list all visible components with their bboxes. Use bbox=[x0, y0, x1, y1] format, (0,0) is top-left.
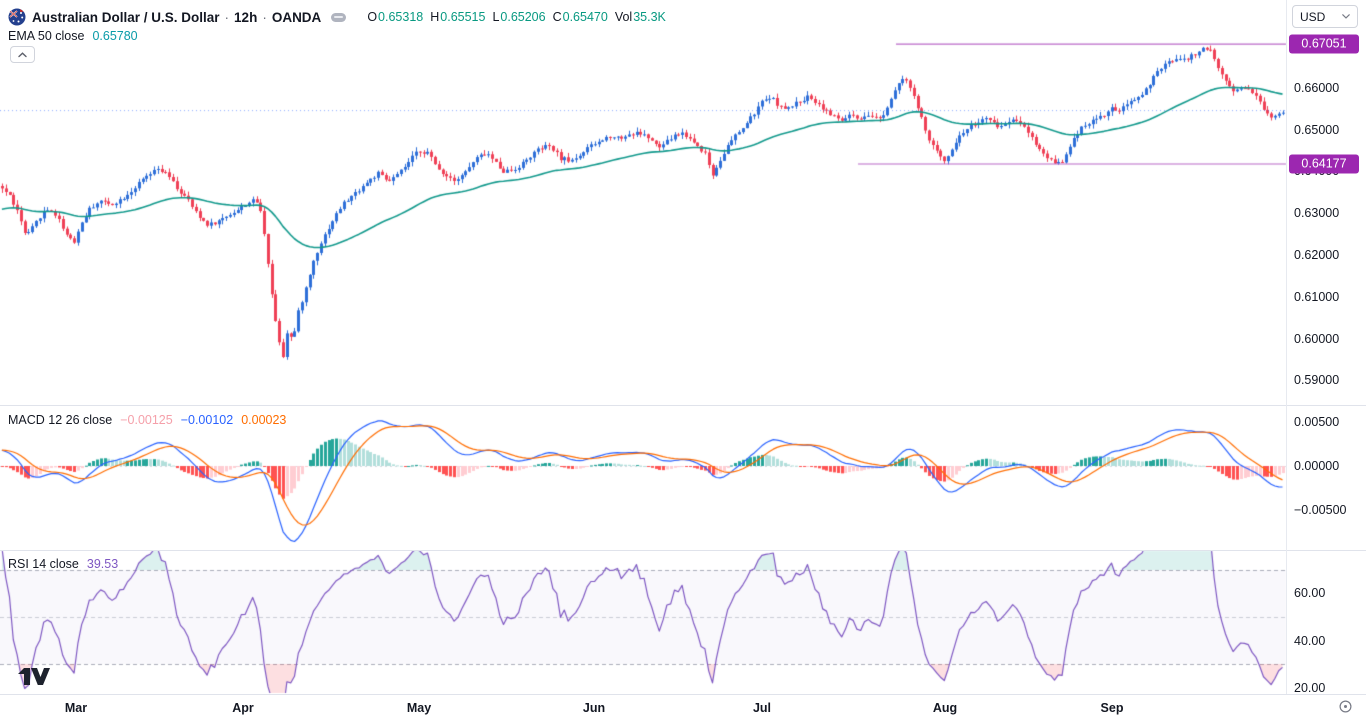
volume-value: 35.3K bbox=[633, 10, 666, 24]
legend-more-icon[interactable] bbox=[331, 12, 347, 22]
price-axis-label: 0.59000 bbox=[1294, 373, 1340, 387]
high-label: H bbox=[430, 10, 440, 24]
macd-legend: MACD 12 26 close −0.00125 −0.00102 0.000… bbox=[8, 412, 286, 428]
macd-axis-label: −0.00500 bbox=[1294, 503, 1347, 517]
price-axis-label: 0.61000 bbox=[1294, 290, 1340, 304]
macd-line-value: −0.00102 bbox=[180, 413, 234, 427]
ema-legend-title[interactable]: EMA 50 close bbox=[8, 29, 85, 43]
price-axis-label: 0.63000 bbox=[1294, 206, 1340, 220]
currency-dropdown[interactable]: USD bbox=[1292, 5, 1358, 28]
ema-legend-value: 0.65780 bbox=[92, 29, 138, 43]
symbol-flag-icon bbox=[8, 8, 26, 26]
interval-label[interactable]: 12h bbox=[234, 9, 258, 25]
volume-label: Vol bbox=[614, 10, 633, 24]
price-level-badge: 0.64177 bbox=[1289, 154, 1359, 174]
scale-reset-icon[interactable] bbox=[1338, 699, 1353, 714]
open-value: 0.65318 bbox=[378, 10, 424, 24]
chevron-down-icon bbox=[1342, 14, 1350, 19]
macd-axis-label: 0.00500 bbox=[1294, 415, 1340, 429]
price-axis-separator bbox=[1286, 0, 1287, 694]
time-axis-label: Jun bbox=[582, 701, 606, 715]
time-axis-label: Apr bbox=[232, 701, 254, 715]
macd-hist-value: −0.00125 bbox=[120, 413, 173, 427]
symbol-legend: Australian Dollar / U.S. Dollar · 12h · … bbox=[8, 8, 666, 26]
chevron-up-icon bbox=[18, 51, 27, 57]
open-label: O bbox=[367, 10, 378, 24]
rsi-legend-title[interactable]: RSI 14 close bbox=[8, 557, 79, 571]
macd-axis-label: 0.00000 bbox=[1294, 459, 1340, 473]
symbol-title[interactable]: Australian Dollar / U.S. Dollar bbox=[32, 9, 220, 25]
rsi-legend-value: 39.53 bbox=[86, 557, 119, 571]
ohlc-values: O 0.65318 H 0.65515 L 0.65206 C 0.65470 Vol 3… bbox=[360, 10, 666, 24]
time-axis-label: Aug bbox=[932, 701, 958, 715]
currency-dropdown-value: USD bbox=[1300, 9, 1326, 24]
ema-legend: EMA 50 close 0.65780 bbox=[8, 28, 138, 44]
time-axis-label: Sep bbox=[1100, 701, 1124, 715]
low-label: L bbox=[492, 10, 500, 24]
macd-signal-value: 0.00023 bbox=[241, 413, 287, 427]
price-axis-label: 0.62000 bbox=[1294, 248, 1340, 262]
close-value: 0.65470 bbox=[562, 10, 608, 24]
macd-legend-title[interactable]: MACD 12 26 close bbox=[8, 413, 113, 427]
pane-separator-macd-rsi[interactable] bbox=[0, 550, 1366, 551]
close-label: C bbox=[552, 10, 562, 24]
rsi-axis-label: 20.00 bbox=[1294, 681, 1326, 695]
rsi-axis-label: 60.00 bbox=[1294, 586, 1326, 600]
time-axis[interactable] bbox=[0, 694, 1366, 722]
price-axis-label: 0.65000 bbox=[1294, 123, 1340, 137]
title-separator: · bbox=[224, 9, 230, 25]
time-axis-label: Mar bbox=[64, 701, 88, 715]
rsi-legend: RSI 14 close 39.53 bbox=[8, 556, 118, 572]
rsi-axis-label: 40.00 bbox=[1294, 634, 1326, 648]
title-separator: · bbox=[262, 9, 267, 25]
collapse-legend-button[interactable] bbox=[10, 46, 35, 63]
price-axis-label: 0.60000 bbox=[1294, 332, 1340, 346]
low-value: 0.65206 bbox=[500, 10, 546, 24]
time-axis-label: Jul bbox=[752, 701, 772, 715]
high-value: 0.65515 bbox=[440, 10, 486, 24]
price-axis-label: 0.66000 bbox=[1294, 81, 1340, 95]
pane-separator-main-macd[interactable] bbox=[0, 405, 1366, 406]
time-axis-label: May bbox=[406, 701, 432, 715]
price-level-badge: 0.67051 bbox=[1289, 34, 1359, 54]
exchange-label[interactable]: OANDA bbox=[271, 9, 322, 25]
tradingview-logo[interactable] bbox=[17, 665, 51, 687]
